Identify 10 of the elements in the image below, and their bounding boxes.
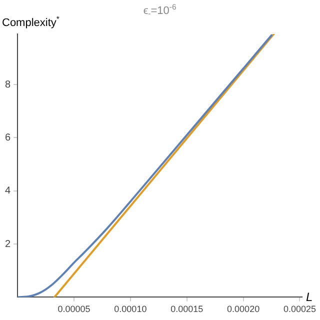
x-tick-label: 0.00005 [58,304,90,314]
y-tick-label: 8 [5,79,11,90]
x-tick-label: 0.00015 [170,304,204,314]
x-tick-label: 0.00010 [114,304,147,314]
x-tick-label: 0.00025 [283,304,316,314]
x-tick-label: 0.00020 [227,304,260,314]
y-tick-label: 6 [5,132,11,144]
x-axis-title: L [306,290,313,304]
y-tick-label: 2 [5,238,11,250]
y-tick-label: 4 [5,186,11,197]
